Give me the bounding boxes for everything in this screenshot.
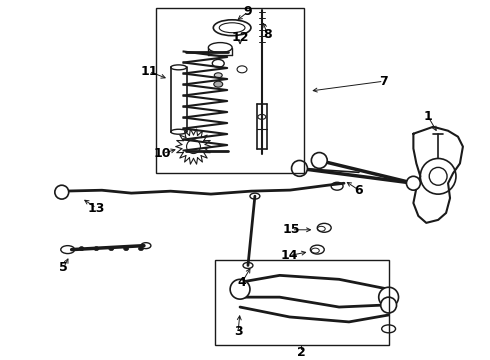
Ellipse shape bbox=[382, 325, 395, 333]
Circle shape bbox=[381, 297, 396, 313]
Ellipse shape bbox=[214, 73, 222, 78]
Text: 11: 11 bbox=[140, 65, 158, 78]
Circle shape bbox=[230, 279, 250, 299]
Ellipse shape bbox=[79, 247, 84, 251]
Text: 12: 12 bbox=[231, 31, 249, 44]
Ellipse shape bbox=[139, 247, 144, 251]
Text: 15: 15 bbox=[283, 223, 300, 236]
Ellipse shape bbox=[214, 81, 223, 87]
Ellipse shape bbox=[331, 182, 343, 190]
Ellipse shape bbox=[318, 223, 331, 232]
Text: 14: 14 bbox=[281, 249, 298, 262]
Text: 2: 2 bbox=[297, 346, 306, 359]
Ellipse shape bbox=[94, 247, 99, 251]
Text: 7: 7 bbox=[379, 75, 388, 88]
Circle shape bbox=[406, 176, 420, 190]
Text: 4: 4 bbox=[238, 276, 246, 289]
Text: 13: 13 bbox=[88, 202, 105, 215]
Ellipse shape bbox=[250, 193, 260, 199]
Ellipse shape bbox=[243, 262, 253, 269]
Text: 10: 10 bbox=[154, 147, 172, 160]
Text: 9: 9 bbox=[244, 5, 252, 18]
Text: 6: 6 bbox=[355, 184, 363, 197]
Ellipse shape bbox=[141, 243, 151, 249]
Bar bbox=[215, 260, 389, 345]
Circle shape bbox=[379, 287, 398, 307]
Text: 1: 1 bbox=[424, 111, 433, 123]
Circle shape bbox=[292, 161, 307, 176]
Text: 8: 8 bbox=[264, 28, 272, 41]
Bar bbox=[156, 8, 304, 173]
Circle shape bbox=[55, 185, 69, 199]
Ellipse shape bbox=[310, 245, 324, 254]
Text: 3: 3 bbox=[234, 325, 243, 338]
Ellipse shape bbox=[61, 246, 74, 253]
Ellipse shape bbox=[109, 247, 114, 251]
Circle shape bbox=[311, 153, 327, 168]
Text: 5: 5 bbox=[59, 261, 68, 274]
Ellipse shape bbox=[123, 247, 128, 251]
